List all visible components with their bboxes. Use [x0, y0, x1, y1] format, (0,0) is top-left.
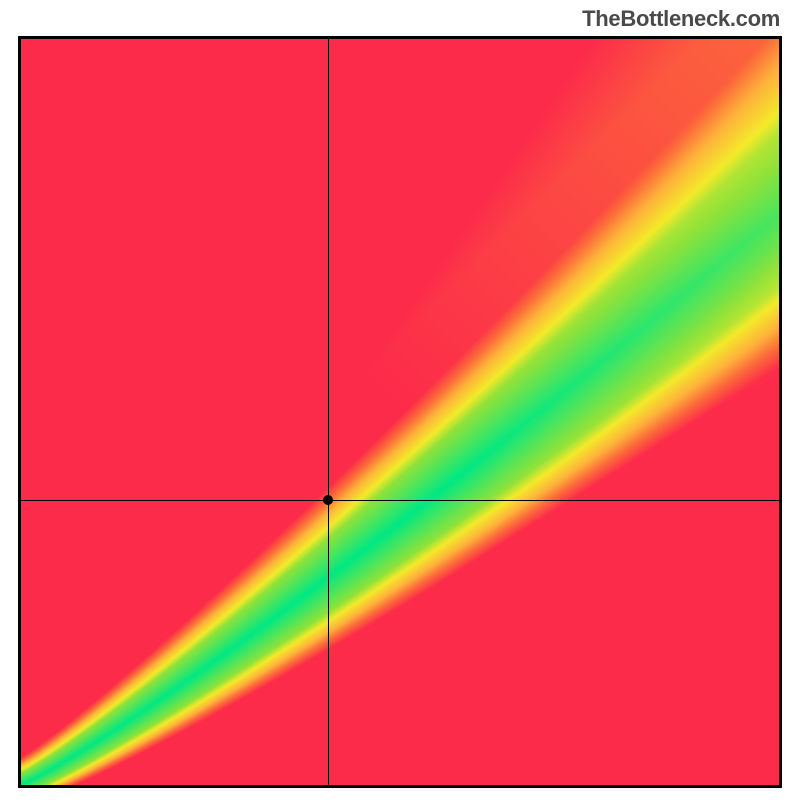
heatmap-chart — [18, 36, 782, 788]
heatmap-canvas — [21, 39, 779, 785]
crosshair-vertical — [328, 39, 329, 785]
heatmap-canvas-wrap — [21, 39, 779, 785]
crosshair-marker — [323, 495, 333, 505]
watermark-text: TheBottleneck.com — [582, 6, 780, 32]
chart-container: TheBottleneck.com — [0, 0, 800, 800]
crosshair-horizontal — [21, 500, 779, 501]
